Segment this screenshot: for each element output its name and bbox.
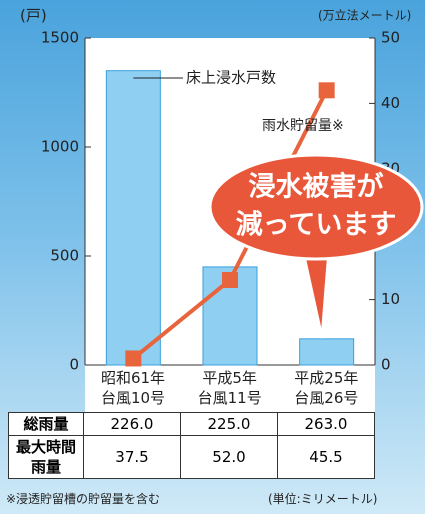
callout-text: 浸水被害が [249, 171, 384, 203]
y2-tick-label: 40 [381, 94, 400, 112]
bar [106, 71, 160, 365]
marker [125, 350, 141, 366]
y2-tick-label: 0 [381, 356, 391, 374]
footnote: ※浸透貯留槽の貯留量を含む [6, 490, 160, 507]
marker [319, 82, 335, 98]
y-tick-label: 1500 [41, 29, 79, 47]
table-cell: 45.5 [278, 436, 375, 479]
x-tick-label: 平成25年 台風26号 [278, 368, 374, 408]
table-cell: 225.0 [181, 413, 278, 436]
table-cell: 263.0 [278, 413, 375, 436]
row-header: 最大時間 雨量 [9, 436, 84, 479]
table-cell: 37.5 [84, 436, 181, 479]
page: (戸) (万立法メートル) 05001000150001020304050床上浸… [0, 0, 425, 514]
table-cell: 226.0 [84, 413, 181, 436]
y2-unit: (万立法メートル) [318, 8, 411, 23]
x-tick-label: 昭和61年 台風10号 [85, 368, 181, 408]
marker [222, 272, 238, 288]
series-label: 雨水貯留量※ [262, 118, 344, 134]
y-tick-label: 500 [50, 247, 79, 265]
table-cell: 52.0 [181, 436, 278, 479]
y-tick-label: 1000 [41, 138, 79, 156]
y-tick-label: 0 [69, 356, 79, 374]
x-tick-label: 平成5年 台風11号 [182, 368, 278, 408]
unit-note: (単位:ミリメートル) [268, 490, 377, 507]
y2-tick-label: 50 [381, 29, 400, 47]
y2-tick-label: 10 [381, 290, 400, 308]
y-unit: (戸) [20, 7, 47, 25]
bar [300, 339, 354, 365]
series-label: 床上浸水戸数 [186, 69, 276, 87]
callout-text: 減っています [236, 210, 397, 241]
row-header: 総雨量 [9, 413, 84, 436]
